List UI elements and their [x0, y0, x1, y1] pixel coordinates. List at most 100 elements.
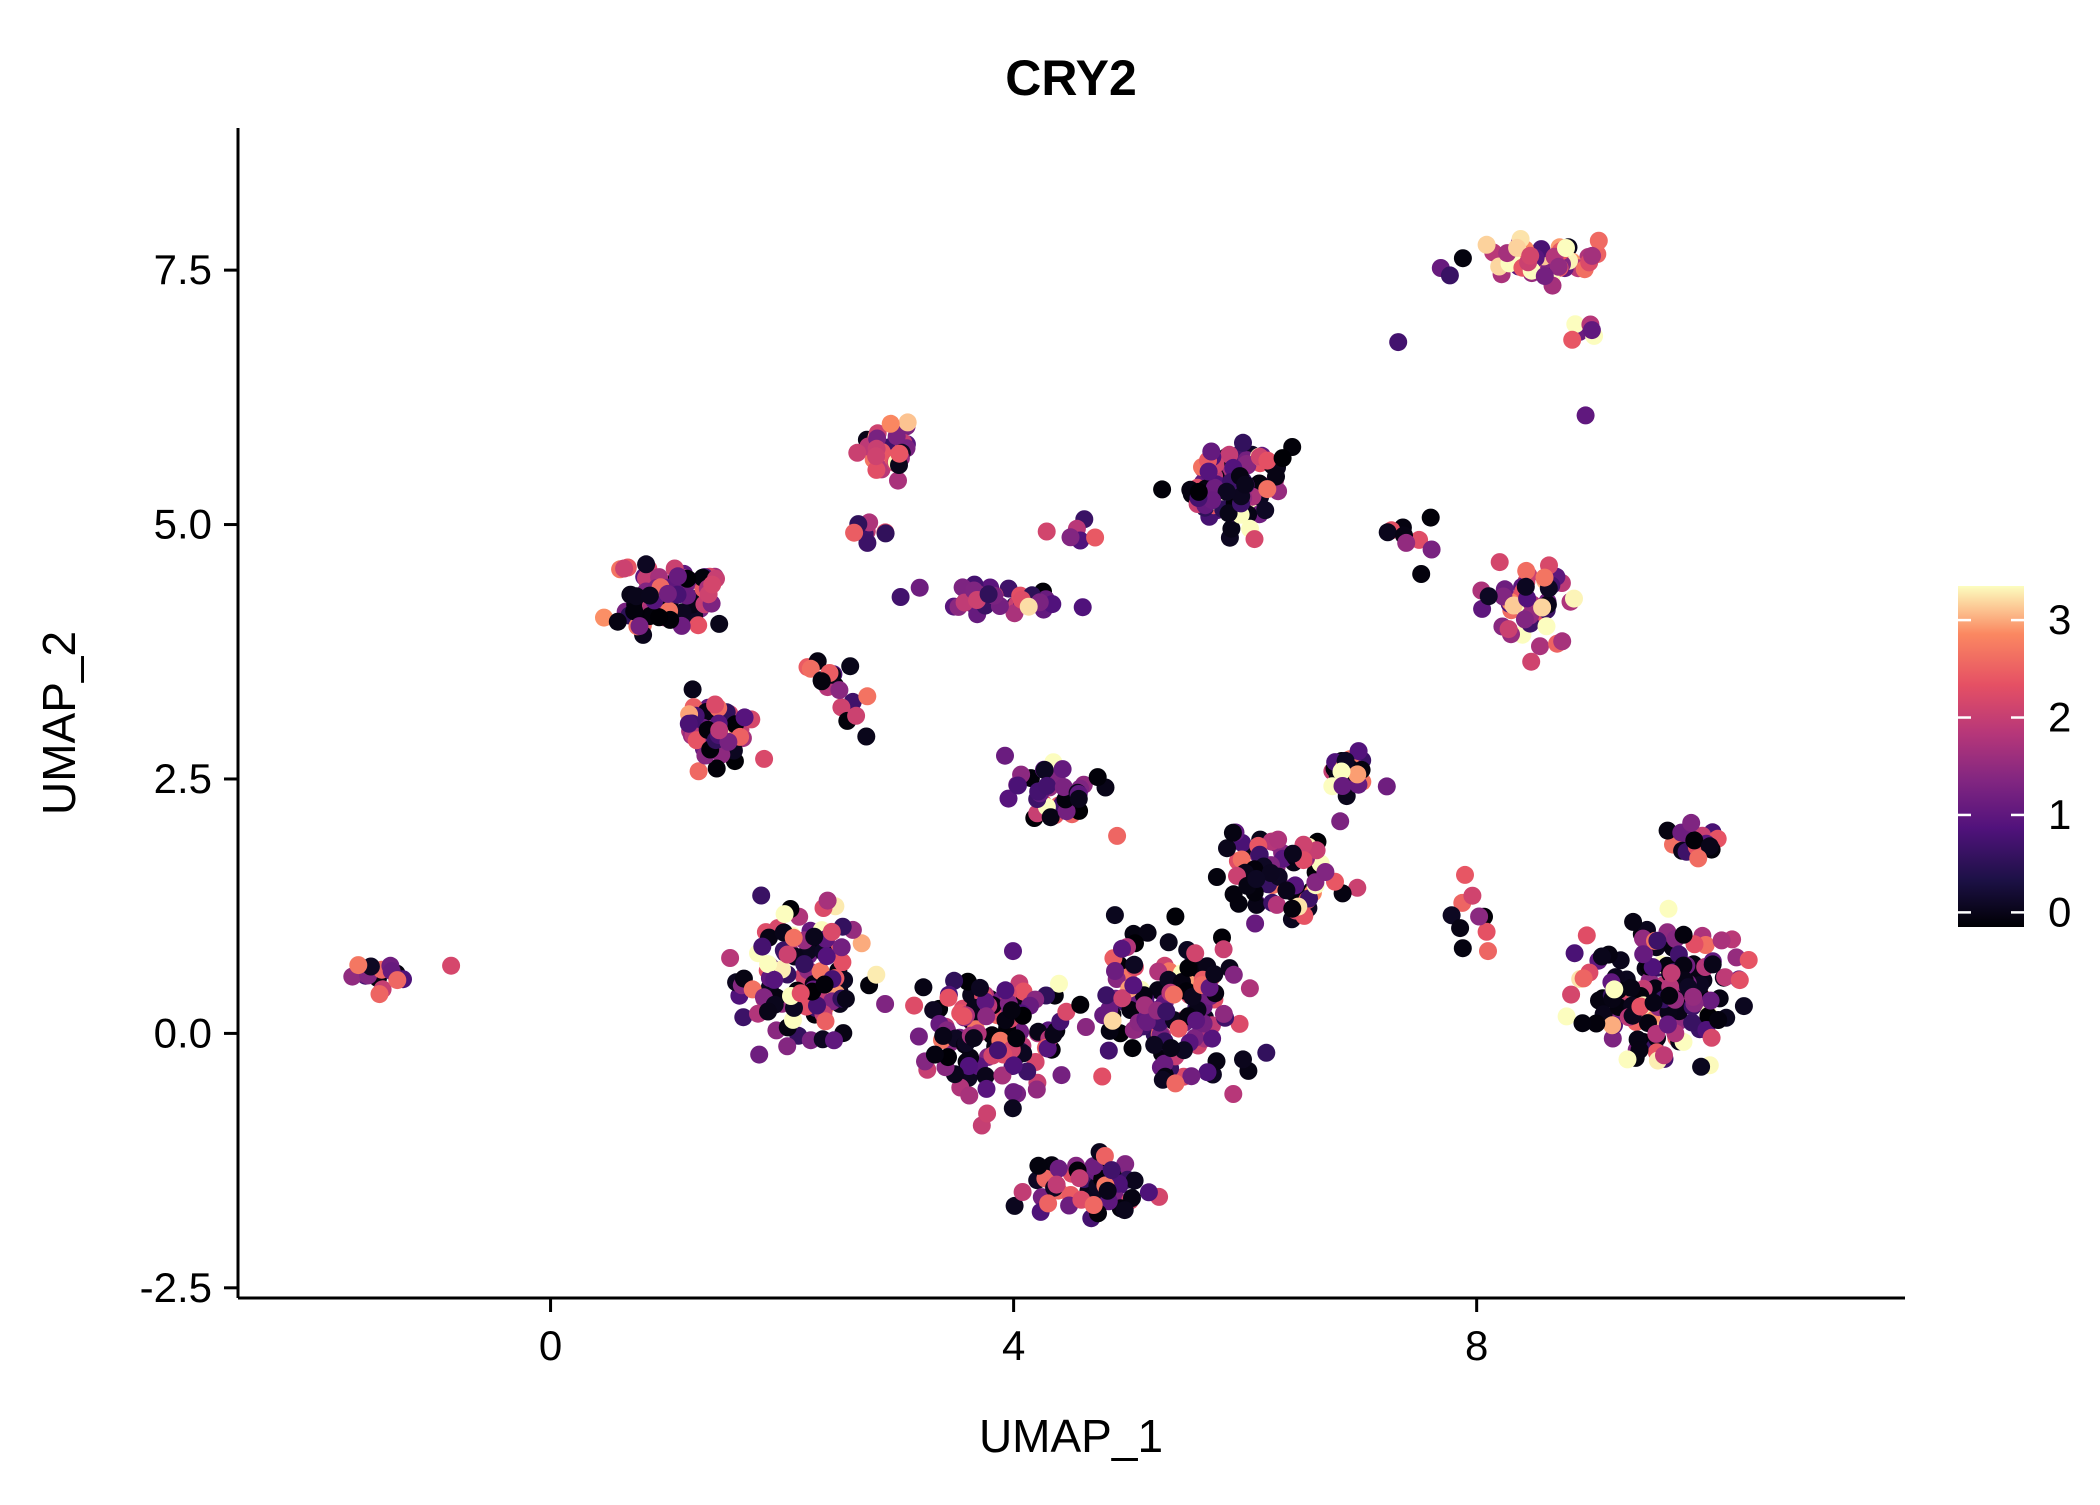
- data-point: [1005, 604, 1024, 623]
- data-point: [1047, 1175, 1066, 1194]
- data-point: [1674, 925, 1693, 944]
- data-point: [1583, 246, 1602, 265]
- data-point: [822, 922, 841, 941]
- colorbar-tick-label: 3: [2048, 596, 2071, 643]
- data-point: [1533, 598, 1552, 617]
- data-point: [1451, 919, 1470, 938]
- data-point: [1589, 231, 1608, 250]
- data-point: [710, 614, 729, 633]
- data-point: [706, 695, 725, 714]
- data-point: [1517, 561, 1536, 580]
- data-point: [703, 575, 722, 594]
- data-point: [1236, 475, 1255, 494]
- data-point: [640, 586, 659, 605]
- data-point: [858, 687, 877, 706]
- data-point: [1207, 868, 1226, 886]
- data-point: [1565, 944, 1584, 963]
- data-point: [817, 947, 836, 966]
- data-point: [1004, 1083, 1023, 1102]
- data-point: [1739, 951, 1758, 969]
- data-point: [689, 762, 708, 781]
- data-point: [388, 971, 407, 990]
- data-point: [710, 721, 729, 740]
- data-point: [867, 460, 886, 479]
- data-point: [1535, 267, 1554, 286]
- data-point: [976, 1067, 995, 1085]
- data-point: [1316, 863, 1335, 881]
- data-point: [1709, 1011, 1728, 1029]
- x-tick-label: 4: [1002, 1322, 1025, 1369]
- data-point: [1267, 895, 1286, 914]
- data-point: [1389, 333, 1408, 352]
- data-point: [595, 608, 613, 627]
- data-point: [1269, 830, 1288, 849]
- data-point: [753, 937, 772, 956]
- data-point: [1331, 812, 1350, 831]
- data-point: [1182, 1067, 1201, 1086]
- data-point: [784, 928, 803, 947]
- y-tick-label: 2.5: [154, 755, 212, 802]
- data-point: [765, 970, 784, 989]
- data-point: [1088, 768, 1107, 787]
- data-point: [1648, 931, 1667, 950]
- data-point: [1203, 491, 1222, 510]
- data-point: [1071, 995, 1090, 1014]
- data-point: [442, 956, 461, 975]
- data-point: [752, 886, 771, 905]
- data-point: [1052, 1066, 1071, 1085]
- data-point: [1098, 1181, 1117, 1200]
- data-point: [1138, 923, 1157, 942]
- data-point: [1333, 777, 1352, 795]
- data-point: [841, 657, 860, 676]
- data-point: [1234, 1050, 1252, 1069]
- y-axis-label: UMAP_2: [33, 631, 85, 815]
- data-point: [1463, 886, 1482, 905]
- data-point: [1164, 985, 1183, 1004]
- data-point: [1378, 523, 1397, 542]
- data-point: [1689, 849, 1708, 868]
- data-point: [658, 584, 677, 603]
- data-point: [1086, 528, 1105, 547]
- data-point: [1029, 1156, 1048, 1175]
- data-point: [1531, 637, 1549, 656]
- data-point: [1422, 540, 1441, 559]
- data-point: [1050, 974, 1068, 993]
- data-point: [1479, 587, 1498, 606]
- data-point: [914, 978, 933, 997]
- data-point: [1113, 939, 1131, 958]
- data-point: [1124, 976, 1143, 995]
- data-point: [1258, 480, 1277, 499]
- data-point: [1566, 315, 1585, 334]
- data-point: [615, 559, 634, 578]
- data-point: [1283, 899, 1302, 918]
- data-point: [939, 988, 958, 1007]
- data-point: [1166, 1074, 1185, 1093]
- data-point: [1683, 1013, 1702, 1032]
- data-point: [1603, 1016, 1622, 1035]
- data-point: [945, 971, 964, 990]
- data-point: [1155, 1054, 1174, 1073]
- data-point: [847, 706, 866, 725]
- y-tick-label: 5.0: [154, 501, 212, 548]
- data-point: [1187, 1011, 1206, 1030]
- data-point: [1577, 926, 1596, 945]
- data-point: [1199, 462, 1218, 481]
- data-point: [1202, 442, 1221, 461]
- data-point: [976, 992, 995, 1011]
- scatter-points-layer: [343, 230, 1758, 1228]
- data-point: [1102, 1161, 1121, 1180]
- data-point: [1106, 962, 1124, 980]
- data-point: [1700, 837, 1719, 856]
- data-point: [689, 616, 708, 635]
- data-point: [1397, 533, 1416, 552]
- data-point: [1003, 1099, 1022, 1118]
- data-point: [832, 698, 851, 717]
- data-point: [1258, 451, 1277, 470]
- data-point: [808, 996, 826, 1015]
- data-point: [1470, 907, 1489, 926]
- data-point: [1573, 1014, 1592, 1033]
- data-point: [1069, 789, 1088, 808]
- data-point: [1108, 826, 1127, 845]
- data-point: [1247, 870, 1266, 888]
